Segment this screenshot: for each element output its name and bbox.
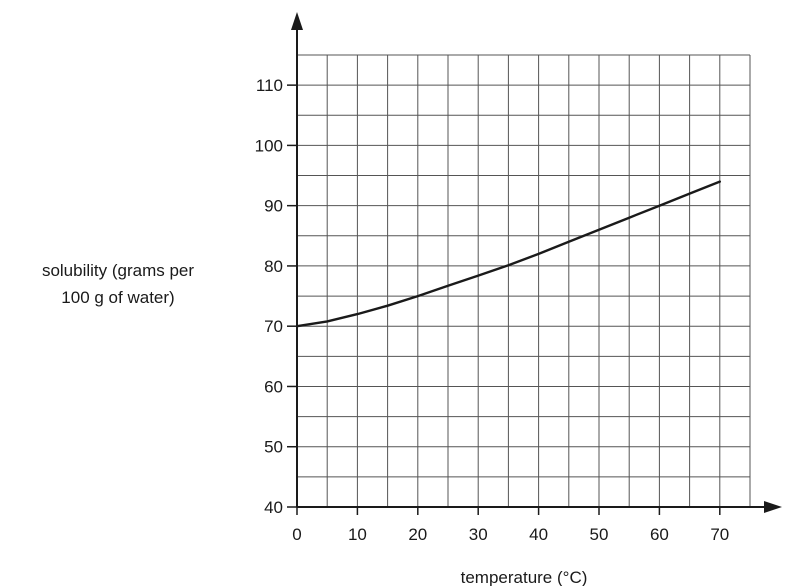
y-tick-label: 40 [264,498,283,517]
y-tick-label: 60 [264,377,283,396]
y-axis-label-line-2: 100 g of water) [61,288,174,307]
x-tick-label: 70 [710,525,729,544]
solubility-curve [295,180,721,328]
y-tick-label: 100 [255,136,283,155]
x-tick-label: 60 [650,525,669,544]
x-tick-label: 0 [292,525,301,544]
series [295,180,721,328]
y-tick-label: 90 [264,197,283,216]
y-axis-arrow-icon [291,12,303,30]
y-tick-label: 80 [264,257,283,276]
x-tick-label: 30 [469,525,488,544]
x-tick-label: 40 [529,525,548,544]
axes [291,12,782,513]
ticks: 40 50 60 70 80 90 100 110 0 10 20 30 40 50 60 70 [255,76,730,544]
x-tick-label: 20 [408,525,427,544]
x-axis-arrow-icon [764,501,782,513]
x-axis-label: temperature (°C) [461,568,588,586]
grid [296,54,751,508]
x-tick-label: 50 [590,525,609,544]
y-tick-label: 70 [264,317,283,336]
y-tick-label: 110 [256,76,283,95]
x-tick-label: 10 [348,525,367,544]
y-axis-label-line-1: solubility (grams per [42,261,194,280]
y-tick-label: 50 [264,438,283,457]
